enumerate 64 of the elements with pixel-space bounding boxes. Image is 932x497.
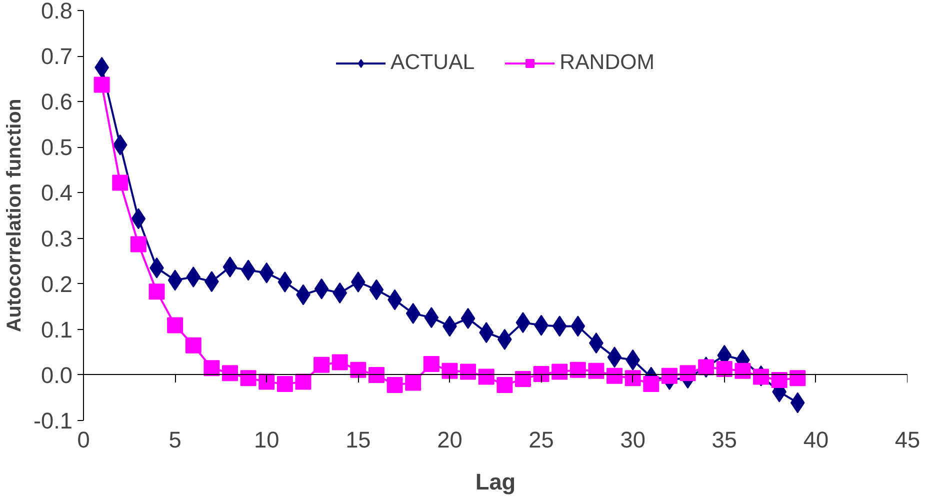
point xyxy=(790,370,806,386)
point xyxy=(350,362,366,378)
x-axis-title: Lag xyxy=(475,468,516,494)
point xyxy=(368,366,384,383)
point xyxy=(185,337,202,354)
y-tick-label: -0.1 xyxy=(33,408,73,434)
legend-label: ACTUAL xyxy=(390,50,475,75)
point xyxy=(533,366,550,382)
x-tick-label: 10 xyxy=(254,426,280,452)
point xyxy=(478,368,494,385)
y-tick-label: 0.8 xyxy=(41,0,73,24)
point xyxy=(442,362,458,379)
point xyxy=(276,376,293,392)
y-tick-label: 0.4 xyxy=(41,180,73,206)
point xyxy=(204,360,220,376)
point xyxy=(661,368,678,384)
y-tick-label: 0.7 xyxy=(41,43,73,70)
point xyxy=(680,365,696,382)
x-tick-label: 5 xyxy=(168,426,182,452)
x-tick-label: 0 xyxy=(77,426,90,452)
x-tick-label: 20 xyxy=(437,426,462,452)
point xyxy=(624,370,641,386)
point xyxy=(606,368,623,384)
y-tick-label: 0.2 xyxy=(41,270,73,297)
y-tick-label: 0.0 xyxy=(41,362,73,388)
x-tick-label: 45 xyxy=(894,426,920,452)
point xyxy=(258,374,275,390)
point xyxy=(734,362,751,379)
point xyxy=(771,372,788,388)
x-tick-label: 30 xyxy=(620,426,646,452)
point xyxy=(570,362,586,378)
point xyxy=(186,266,201,288)
point xyxy=(112,174,128,191)
point xyxy=(514,371,531,388)
point xyxy=(753,368,770,385)
point xyxy=(386,376,403,393)
x-tick-label: 15 xyxy=(346,426,371,452)
point xyxy=(295,374,312,390)
point xyxy=(552,364,568,380)
point xyxy=(588,362,604,379)
point xyxy=(423,356,440,372)
point xyxy=(222,365,238,382)
point xyxy=(240,370,256,386)
point xyxy=(698,359,714,376)
x-tick-label: 40 xyxy=(803,426,829,452)
point xyxy=(130,236,146,252)
point xyxy=(643,376,660,392)
y-tick-label: 0.1 xyxy=(41,316,73,342)
point xyxy=(716,361,732,378)
y-tick-label: 0.5 xyxy=(41,134,73,160)
point xyxy=(314,356,330,373)
x-tick-label: 35 xyxy=(712,426,737,452)
point xyxy=(460,364,476,380)
point xyxy=(332,354,348,370)
point xyxy=(148,284,165,300)
y-tick-label: 0.6 xyxy=(41,88,73,115)
y-tick-label: 0.3 xyxy=(41,225,73,252)
y-axis-title: Autocorrelation function xyxy=(3,98,26,332)
point xyxy=(167,317,184,334)
legend-label: RANDOM xyxy=(560,50,654,75)
point xyxy=(496,376,513,393)
x-tick-label: 25 xyxy=(528,426,554,452)
point xyxy=(405,374,422,391)
point xyxy=(94,76,110,93)
